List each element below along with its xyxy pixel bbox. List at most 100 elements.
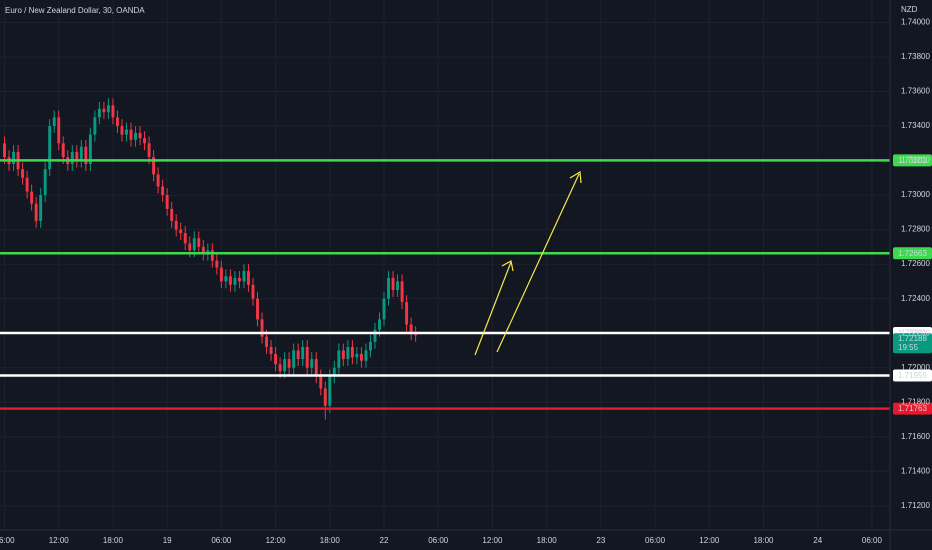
candle-body [34,203,38,221]
candle-body [359,353,363,361]
x-tick-label: 06:00 [0,536,15,545]
candle-body [391,277,395,291]
candle-body [43,169,47,196]
candle-body [111,105,115,118]
candle-body [165,195,169,209]
y-tick-label: 1.71200 [901,501,930,510]
last-price-box [893,333,932,354]
y-tick-label: 1.72800 [901,225,930,234]
candle-body [364,350,368,361]
candle-body [174,220,178,230]
x-tick-label: 18:00 [103,536,124,545]
arrow-line [474,261,512,356]
candle-body [233,277,237,285]
x-tick-label: 18:00 [320,536,341,545]
candle-body [188,243,192,251]
candle-body [382,298,386,320]
candle-body [57,117,61,144]
candle-body [156,174,160,187]
chart-title: Euro / New Zealand Dollar, 30, OANDA [5,6,145,15]
y-tick-label: 1.73400 [901,121,930,130]
candle-body [278,364,282,372]
candle-body [201,246,205,254]
candle-body [301,347,305,360]
candle-body [106,105,110,113]
candle-body [102,108,106,113]
y-tick-label: 1.72000 [901,363,930,372]
arrows [474,170,582,356]
candles [3,98,418,420]
candle-body [373,329,377,342]
grid [0,0,890,530]
y-tick-label: 1.72400 [901,294,930,303]
candle-body [260,319,264,337]
candle-body [292,350,296,368]
candle-body [350,347,354,358]
candle-body [409,324,413,334]
candle-body [242,271,246,282]
x-tick-label: 12:00 [482,536,503,545]
x-tick-label: 06:00 [211,536,232,545]
x-tick-label: 12:00 [699,536,720,545]
candle-body [332,367,336,377]
last-price-label: 1.72188 [898,334,927,343]
candle-body [48,126,52,170]
candle-body [120,126,124,135]
arrow-line [496,173,580,353]
candle-body [129,129,133,140]
candle-body [70,151,74,165]
candle-body [323,388,327,406]
x-tick-label: 24 [813,536,822,545]
y-tick-label: 1.73800 [901,52,930,61]
candle-body [346,347,350,360]
candle-body [93,117,97,135]
y-axis-label: NZD [901,5,918,14]
candle-body [378,319,381,330]
x-tick-label: 06:00 [428,536,449,545]
level-label: 1.71763 [898,404,927,413]
candle-body [179,229,183,234]
candle-body [219,267,223,282]
candle-body [84,146,88,165]
candle-body [215,260,219,268]
candle-body [265,336,269,348]
candle-body [396,281,400,291]
candle-body [287,359,291,368]
arrow-head [569,170,582,184]
candle-body [39,195,43,221]
candle-body [97,108,101,118]
candle-body [52,117,56,127]
candle-body [355,353,359,358]
candle-body [3,143,6,158]
candle-body [337,350,341,368]
candle-body [12,151,16,165]
candle-body [61,143,65,158]
candle-body [21,169,25,178]
candle-body [147,143,151,158]
candle-body [341,350,345,360]
y-tick-label: 1.73200 [901,156,930,165]
candle-body [143,138,147,144]
candle-body [115,117,119,127]
candle-body [310,359,314,368]
candle-body [274,353,278,365]
x-tick-label: 23 [596,536,605,545]
level-label: 1.73201 [898,156,927,165]
y-tick-label: 1.74000 [901,18,930,27]
candle-body [387,277,390,299]
candle-body [161,186,165,196]
x-tick-label: 12:00 [49,536,70,545]
axes: 1.74000 1.73800 1.73600 1.73400 1.73200 1.730… [0,18,930,546]
x-tick-label: 06:00 [645,536,666,545]
candle-body [400,281,404,303]
candle-body [192,238,196,251]
candle-body [138,132,142,139]
candle-body [183,233,187,244]
candle-body [25,177,29,192]
candle-body [224,276,228,282]
level-label-box [893,154,932,167]
levels: 1.73201 1.72663 1.72201 1.71955 1.71763 1.721… [0,154,932,415]
candle-body [237,277,241,282]
